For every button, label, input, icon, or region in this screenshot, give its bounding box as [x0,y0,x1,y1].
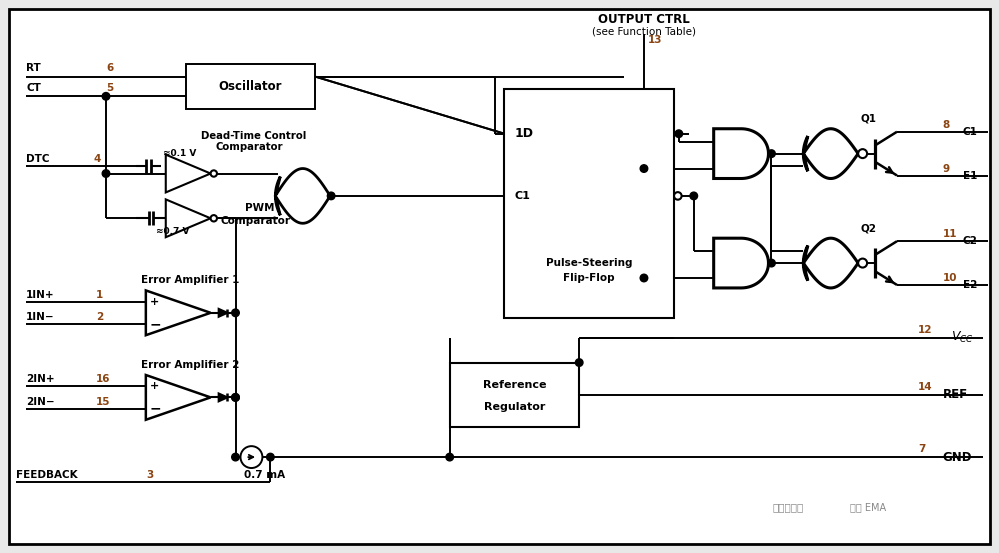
Text: CT: CT [26,83,41,93]
Circle shape [858,149,867,158]
Circle shape [328,192,335,200]
Text: 1IN−: 1IN− [26,312,55,322]
Circle shape [858,259,867,268]
Circle shape [674,192,681,200]
Text: FEEDBACK: FEEDBACK [16,470,78,480]
Text: 14: 14 [918,382,932,392]
Text: Regulator: Regulator [484,401,545,411]
Text: 8: 8 [943,120,950,130]
Text: 5: 5 [106,83,113,93]
Text: 6: 6 [106,63,113,73]
Text: E2: E2 [963,280,977,290]
Circle shape [767,150,775,158]
Text: +: + [150,381,159,391]
Text: 2IN−: 2IN− [26,397,55,406]
Circle shape [211,215,217,222]
Text: C2: C2 [963,236,978,246]
Circle shape [211,170,217,177]
Text: 13: 13 [648,35,662,45]
Text: Error Amplifier 1: Error Amplifier 1 [141,275,239,285]
Bar [186,64,316,109]
Circle shape [102,92,110,100]
Polygon shape [146,375,211,420]
Text: 2IN+: 2IN+ [26,374,55,384]
Bar [450,363,579,427]
Text: 0.7 mA: 0.7 mA [245,470,286,480]
Text: DTC: DTC [26,154,50,164]
Circle shape [232,394,240,401]
Circle shape [232,453,240,461]
Text: 16: 16 [96,374,111,384]
Text: C1: C1 [514,191,530,201]
Circle shape [675,130,682,138]
Text: 1: 1 [96,290,103,300]
Polygon shape [803,238,858,288]
Text: 10: 10 [943,273,957,283]
Polygon shape [166,200,211,237]
Polygon shape [803,129,858,179]
Text: Oscillator: Oscillator [219,80,282,93]
Polygon shape [166,155,211,192]
Text: Error Amplifier 2: Error Amplifier 2 [141,360,239,370]
Text: Pulse-Steering: Pulse-Steering [545,258,632,268]
Text: (see Function Table): (see Function Table) [592,26,696,36]
Text: Dead-Time Control: Dead-Time Control [201,131,306,140]
Text: RT: RT [26,63,41,73]
Text: 11: 11 [943,229,957,239]
Text: Q1: Q1 [860,114,876,124]
Polygon shape [219,309,228,317]
Text: ≈0.7 V: ≈0.7 V [156,227,189,236]
Text: Comparator: Comparator [221,216,291,226]
Polygon shape [276,169,330,223]
Text: −: − [150,401,162,416]
Text: Reference: Reference [483,380,546,390]
Text: 15: 15 [96,397,111,406]
Circle shape [232,309,240,317]
Circle shape [267,453,274,461]
Text: Comparator: Comparator [216,142,283,152]
Text: 1D: 1D [514,127,533,140]
Bar [504,89,674,318]
Circle shape [640,165,647,173]
Text: −: − [150,317,162,331]
Circle shape [232,394,240,401]
Text: Q2: Q2 [860,223,876,233]
Text: 百度 EMA: 百度 EMA [850,502,886,512]
Text: ≈0.1 V: ≈0.1 V [163,149,196,158]
Circle shape [640,274,647,282]
Polygon shape [146,290,211,335]
Text: 9: 9 [943,164,950,174]
Text: GND: GND [943,451,972,463]
Text: $V_{CC}$: $V_{CC}$ [951,330,974,345]
Text: E1: E1 [963,170,977,180]
Circle shape [767,259,775,267]
Circle shape [575,359,583,366]
Circle shape [241,446,263,468]
Text: 电路一点通: 电路一点通 [773,502,804,512]
Text: 1IN+: 1IN+ [26,290,55,300]
Text: C1: C1 [963,127,978,137]
Text: REF: REF [943,388,968,401]
Text: +: + [150,296,159,306]
Text: 7: 7 [918,444,925,454]
Text: OUTPUT CTRL: OUTPUT CTRL [598,13,690,26]
Text: 3: 3 [146,470,153,480]
Circle shape [102,170,110,178]
Text: 2: 2 [96,312,103,322]
Circle shape [690,192,697,200]
Circle shape [446,453,454,461]
Polygon shape [219,394,228,401]
Polygon shape [713,238,768,288]
Polygon shape [713,129,768,179]
Text: PWM: PWM [246,204,275,213]
Text: Flip-Flop: Flip-Flop [563,273,615,283]
Text: 12: 12 [918,325,932,335]
Text: 4: 4 [93,154,101,164]
